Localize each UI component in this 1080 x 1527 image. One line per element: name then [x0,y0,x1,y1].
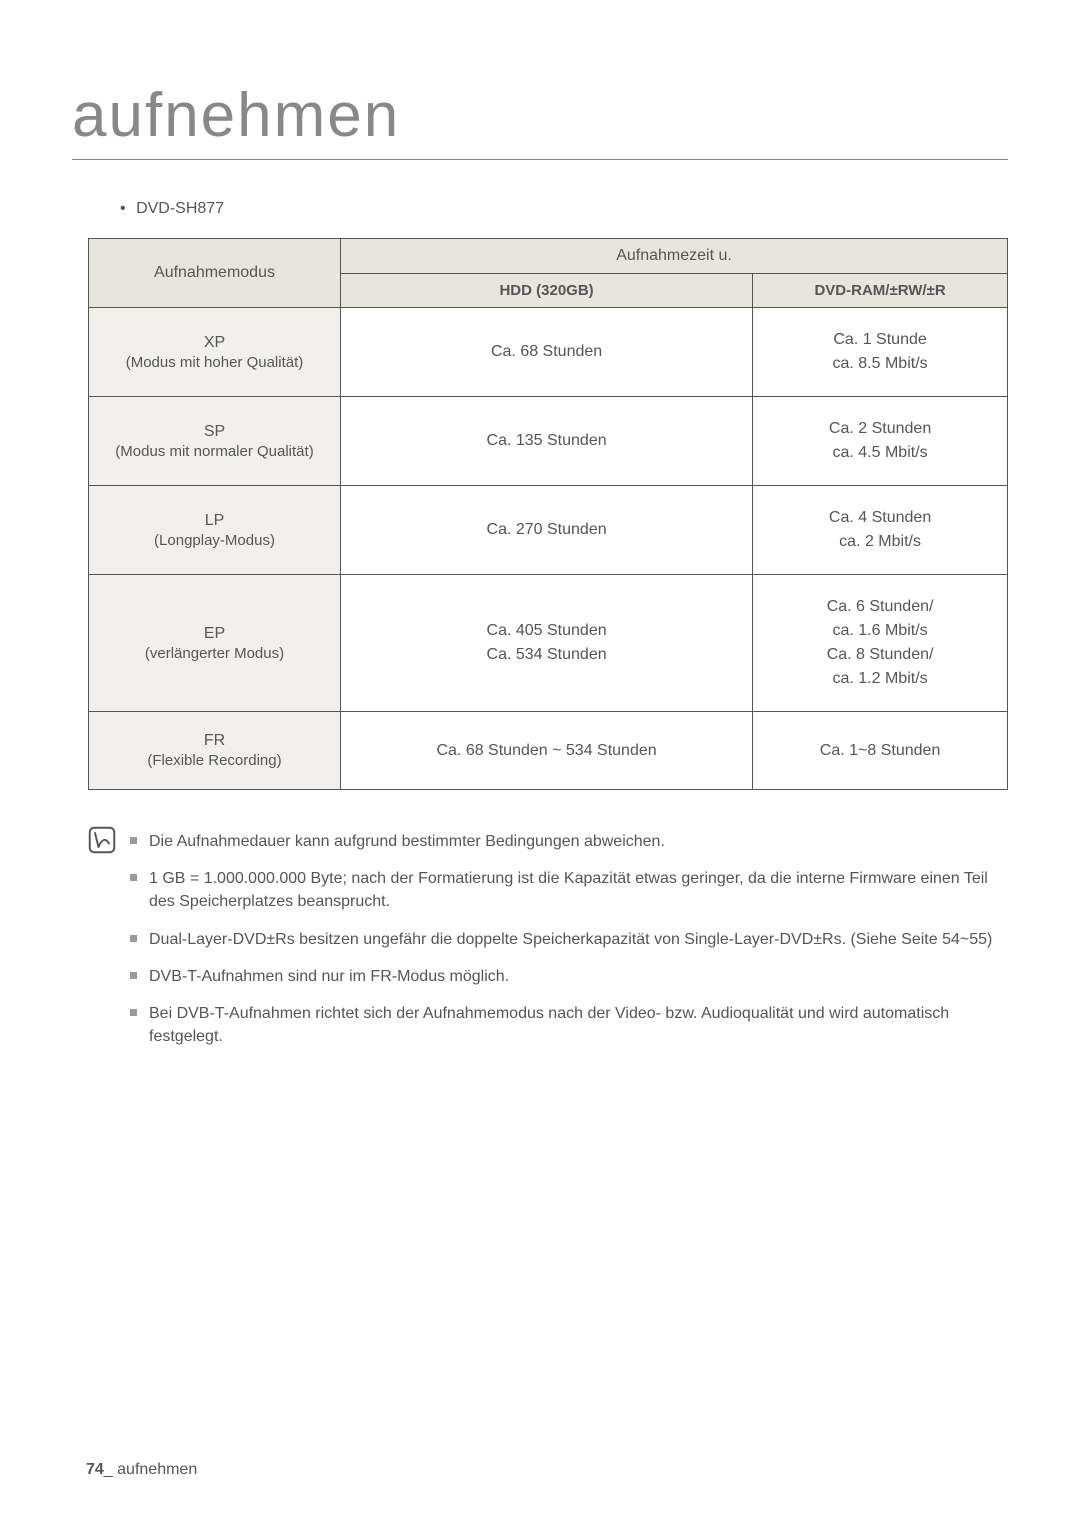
mode-cell: FR (Flexible Recording) [89,712,341,790]
dvd-cell: Ca. 1~8 Stunden [753,712,1008,790]
mode-l1: XP [99,334,330,352]
recording-modes-table: Aufnahmemodus Aufnahmezeit u. HDD (320GB… [88,238,1008,790]
note-text: Bei DVB-T-Aufnahmen richtet sich der Auf… [149,1002,1008,1048]
table-row: FR (Flexible Recording) Ca. 68 Stunden ~… [89,712,1008,790]
th-time: Aufnahmezeit u. [341,239,1008,274]
note-item: Die Aufnahmedauer kann aufgrund bestimmt… [130,830,1008,853]
note-text: Dual-Layer-DVD±Rs besitzen ungefähr die … [149,928,1008,951]
th-mode: Aufnahmemodus [89,239,341,308]
mode-l2: (Modus mit hoher Qualität) [99,354,330,371]
dvd-l1: Ca. 4 Stunden [759,506,1001,530]
mode-cell: SP (Modus mit normaler Qualität) [89,397,341,486]
page-footer: 74_ aufnehmen [86,1461,197,1479]
bullet-square-icon [130,1009,137,1016]
dvd-l4: ca. 1.2 Mbit/s [759,667,1001,691]
note-icon [88,826,116,859]
dvd-l1: Ca. 2 Stunden [759,417,1001,441]
mode-l2: (verlängerter Modus) [99,645,330,662]
dvd-cell: Ca. 4 Stunden ca. 2 Mbit/s [753,486,1008,575]
note-item: 1 GB = 1.000.000.000 Byte; nach der Form… [130,867,1008,913]
dvd-l3: Ca. 8 Stunden/ [759,643,1001,667]
notes-list: Die Aufnahmedauer kann aufgrund bestimmt… [130,830,1008,1062]
hdd-cell: Ca. 68 Stunden ~ 534 Stunden [341,712,753,790]
dvd-l2: ca. 1.6 Mbit/s [759,619,1001,643]
mode-l2: (Longplay-Modus) [99,532,330,549]
dvd-l1: Ca. 1 Stunde [759,328,1001,352]
note-item: Dual-Layer-DVD±Rs besitzen ungefähr die … [130,928,1008,951]
hdd-cell: Ca. 135 Stunden [341,397,753,486]
dvd-l1: Ca. 6 Stunden/ [759,595,1001,619]
mode-cell: XP (Modus mit hoher Qualität) [89,308,341,397]
table-row: EP (verlängerter Modus) Ca. 405 Stunden … [89,575,1008,712]
dvd-l2: ca. 2 Mbit/s [759,530,1001,554]
note-text: Die Aufnahmedauer kann aufgrund bestimmt… [149,830,1008,853]
hdd-cell: Ca. 405 Stunden Ca. 534 Stunden [341,575,753,712]
mode-cell: LP (Longplay-Modus) [89,486,341,575]
dvd-cell: Ca. 6 Stunden/ ca. 1.6 Mbit/s Ca. 8 Stun… [753,575,1008,712]
hdd-cell: Ca. 270 Stunden [341,486,753,575]
mode-l2: (Flexible Recording) [99,752,330,769]
th-hdd: HDD (320GB) [341,274,753,308]
hdd-l2: Ca. 534 Stunden [347,643,746,667]
bullet-square-icon [130,837,137,844]
hdd-cell: Ca. 68 Stunden [341,308,753,397]
bullet: • [120,200,126,218]
table-row: LP (Longplay-Modus) Ca. 270 Stunden Ca. … [89,486,1008,575]
notes-section: Die Aufnahmedauer kann aufgrund bestimmt… [88,830,1008,1062]
mode-l1: SP [99,423,330,441]
th-dvd: DVD-RAM/±RW/±R [753,274,1008,308]
hdd-l1: Ca. 405 Stunden [347,619,746,643]
model-text: DVD-SH877 [136,200,224,217]
bullet-square-icon [130,874,137,881]
table-row: XP (Modus mit hoher Qualität) Ca. 68 Stu… [89,308,1008,397]
mode-l1: FR [99,732,330,750]
note-item: Bei DVB-T-Aufnahmen richtet sich der Auf… [130,1002,1008,1048]
model-id: • DVD-SH877 [120,200,1008,218]
mode-l1: LP [99,512,330,530]
mode-l1: EP [99,625,330,643]
note-item: DVB-T-Aufnahmen sind nur im FR-Modus mög… [130,965,1008,988]
section-heading: aufnehmen [72,80,1008,160]
bullet-square-icon [130,935,137,942]
footer-section: aufnehmen [113,1461,198,1478]
dvd-l2: ca. 4.5 Mbit/s [759,441,1001,465]
page-number: 74 [86,1461,104,1478]
dvd-l2: ca. 8.5 Mbit/s [759,352,1001,376]
table-row: SP (Modus mit normaler Qualität) Ca. 135… [89,397,1008,486]
note-text: 1 GB = 1.000.000.000 Byte; nach der Form… [149,867,1008,913]
dvd-cell: Ca. 2 Stunden ca. 4.5 Mbit/s [753,397,1008,486]
note-text: DVB-T-Aufnahmen sind nur im FR-Modus mög… [149,965,1008,988]
mode-l2: (Modus mit normaler Qualität) [99,443,330,460]
dvd-cell: Ca. 1 Stunde ca. 8.5 Mbit/s [753,308,1008,397]
bullet-square-icon [130,972,137,979]
footer-sep: _ [104,1461,113,1478]
mode-cell: EP (verlängerter Modus) [89,575,341,712]
